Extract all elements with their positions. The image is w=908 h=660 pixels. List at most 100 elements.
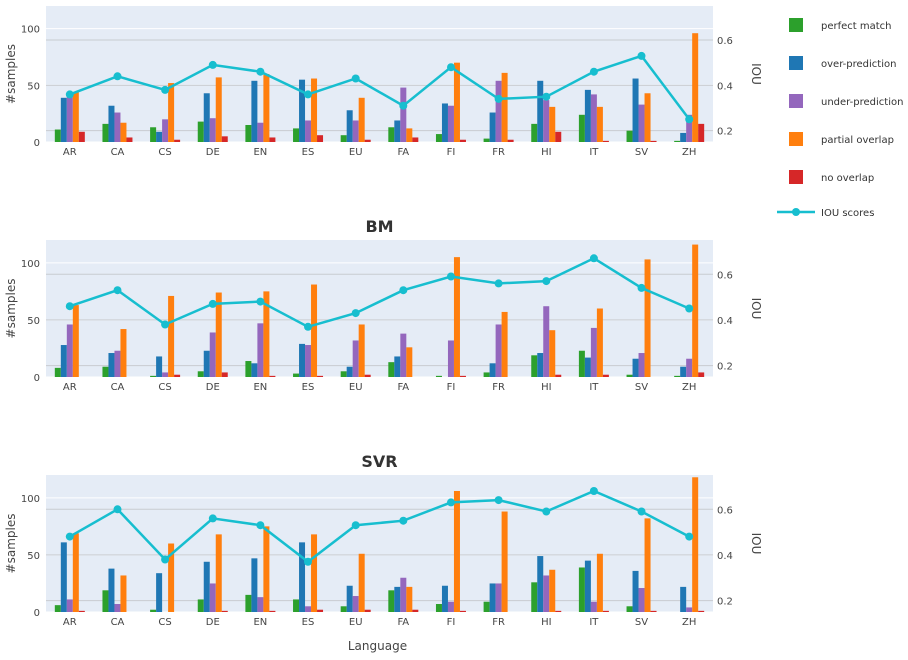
bar-perfect-fa[interactable] [388, 590, 395, 612]
bar-partial-ca[interactable] [120, 122, 127, 142]
iou-point-hi[interactable] [542, 277, 551, 286]
bar-over-ca[interactable] [108, 353, 115, 377]
bar-none-de[interactable] [221, 610, 228, 612]
bar-over-hi[interactable] [537, 80, 544, 142]
iou-point-it[interactable] [589, 487, 598, 495]
iou-point-es[interactable] [304, 322, 312, 331]
iou-point-ca[interactable] [113, 286, 122, 295]
bar-under-fr[interactable] [495, 324, 502, 377]
bar-partial-fa[interactable] [406, 128, 413, 142]
iou-point-ar[interactable] [65, 90, 74, 99]
bar-none-de[interactable] [221, 136, 228, 142]
bar-under-fr[interactable] [495, 583, 502, 612]
bar-none-es[interactable] [317, 609, 324, 612]
bar-none-sv[interactable] [650, 610, 657, 612]
bar-over-eu[interactable] [346, 366, 353, 377]
bar-under-hi[interactable] [543, 306, 550, 377]
bar-partial-ar[interactable] [72, 305, 79, 377]
bar-under-sv[interactable] [638, 353, 645, 377]
bar-over-sv[interactable] [632, 358, 639, 377]
bar-over-fa[interactable] [394, 586, 401, 612]
bar-under-ar[interactable] [66, 324, 73, 377]
bar-under-fa[interactable] [400, 87, 407, 142]
bar-perfect-es[interactable] [293, 128, 300, 142]
bar-partial-it[interactable] [596, 308, 603, 378]
bar-perfect-it[interactable] [578, 114, 585, 142]
bar-none-zh[interactable] [698, 610, 705, 612]
bar-under-it[interactable] [590, 94, 597, 142]
bar-perfect-ca[interactable] [102, 590, 109, 612]
bar-partial-hi[interactable] [549, 569, 556, 612]
bar-perfect-hi[interactable] [531, 123, 538, 142]
iou-point-ca[interactable] [113, 72, 122, 81]
bar-over-es[interactable] [299, 542, 306, 612]
bar-over-it[interactable] [584, 357, 591, 377]
bar-none-es[interactable] [317, 375, 324, 377]
bar-over-zh[interactable] [680, 366, 687, 377]
bar-perfect-es[interactable] [293, 599, 300, 612]
iou-point-fa[interactable] [399, 286, 408, 295]
bar-none-fa[interactable] [412, 609, 419, 612]
bar-perfect-ca[interactable] [102, 123, 109, 142]
bar-none-sv[interactable] [650, 140, 657, 142]
legend-item-over[interactable]: over-prediction [789, 56, 896, 70]
iou-point-en[interactable] [256, 67, 265, 76]
bar-over-ca[interactable] [108, 105, 115, 142]
bar-under-ca[interactable] [114, 112, 121, 142]
bar-perfect-sv[interactable] [626, 130, 633, 142]
iou-point-fa[interactable] [399, 516, 408, 525]
bar-partial-eu[interactable] [358, 324, 365, 377]
bar-none-hi[interactable] [555, 610, 562, 612]
bar-under-hi[interactable] [543, 100, 550, 142]
bar-perfect-de[interactable] [197, 599, 204, 612]
bar-perfect-zh[interactable] [674, 140, 681, 142]
bar-partial-fi[interactable] [453, 490, 460, 612]
iou-point-eu[interactable] [351, 74, 360, 83]
bar-perfect-cs[interactable] [150, 127, 157, 142]
bar-over-ar[interactable] [60, 345, 67, 377]
bar-over-fr[interactable] [489, 112, 496, 142]
bar-none-hi[interactable] [555, 374, 562, 377]
bar-none-cs[interactable] [174, 374, 181, 377]
bar-none-en[interactable] [269, 610, 276, 612]
bar-under-zh[interactable] [686, 358, 693, 377]
iou-point-it[interactable] [589, 67, 598, 76]
bar-perfect-en[interactable] [245, 594, 252, 613]
bar-under-eu[interactable] [352, 340, 359, 377]
bar-none-eu[interactable] [364, 609, 371, 612]
bar-none-zh[interactable] [698, 123, 705, 142]
bar-over-sv[interactable] [632, 570, 639, 612]
bar-partial-de[interactable] [215, 77, 222, 142]
bar-over-en[interactable] [251, 80, 258, 142]
bar-partial-ar[interactable] [72, 533, 79, 612]
bar-over-fi[interactable] [441, 103, 448, 142]
bar-under-fi[interactable] [447, 601, 454, 612]
bar-partial-fr[interactable] [501, 72, 508, 142]
bar-over-it[interactable] [584, 560, 591, 613]
bar-perfect-eu[interactable] [340, 371, 347, 377]
bar-partial-de[interactable] [215, 292, 222, 377]
bar-perfect-eu[interactable] [340, 606, 347, 612]
bar-partial-fi[interactable] [453, 257, 460, 378]
bar-under-de[interactable] [209, 583, 216, 612]
bar-perfect-fi[interactable] [435, 375, 442, 377]
bar-none-eu[interactable] [364, 139, 371, 142]
bar-perfect-ca[interactable] [102, 366, 109, 377]
bar-under-fi[interactable] [447, 105, 454, 142]
bar-none-fa[interactable] [412, 137, 419, 142]
iou-point-ca[interactable] [113, 505, 122, 514]
bar-over-fi[interactable] [441, 585, 448, 612]
iou-point-it[interactable] [589, 254, 598, 263]
bar-over-cs[interactable] [156, 356, 163, 377]
bar-under-eu[interactable] [352, 596, 359, 612]
bar-partial-sv[interactable] [644, 259, 651, 377]
bar-partial-cs[interactable] [168, 83, 175, 142]
iou-point-fi[interactable] [447, 63, 455, 72]
bar-partial-zh[interactable] [692, 33, 699, 143]
bar-over-cs[interactable] [156, 131, 163, 142]
bar-under-es[interactable] [305, 345, 312, 377]
iou-point-de[interactable] [208, 299, 217, 308]
bar-perfect-fr[interactable] [483, 372, 490, 377]
bar-under-it[interactable] [590, 327, 597, 377]
iou-point-eu[interactable] [351, 521, 360, 530]
